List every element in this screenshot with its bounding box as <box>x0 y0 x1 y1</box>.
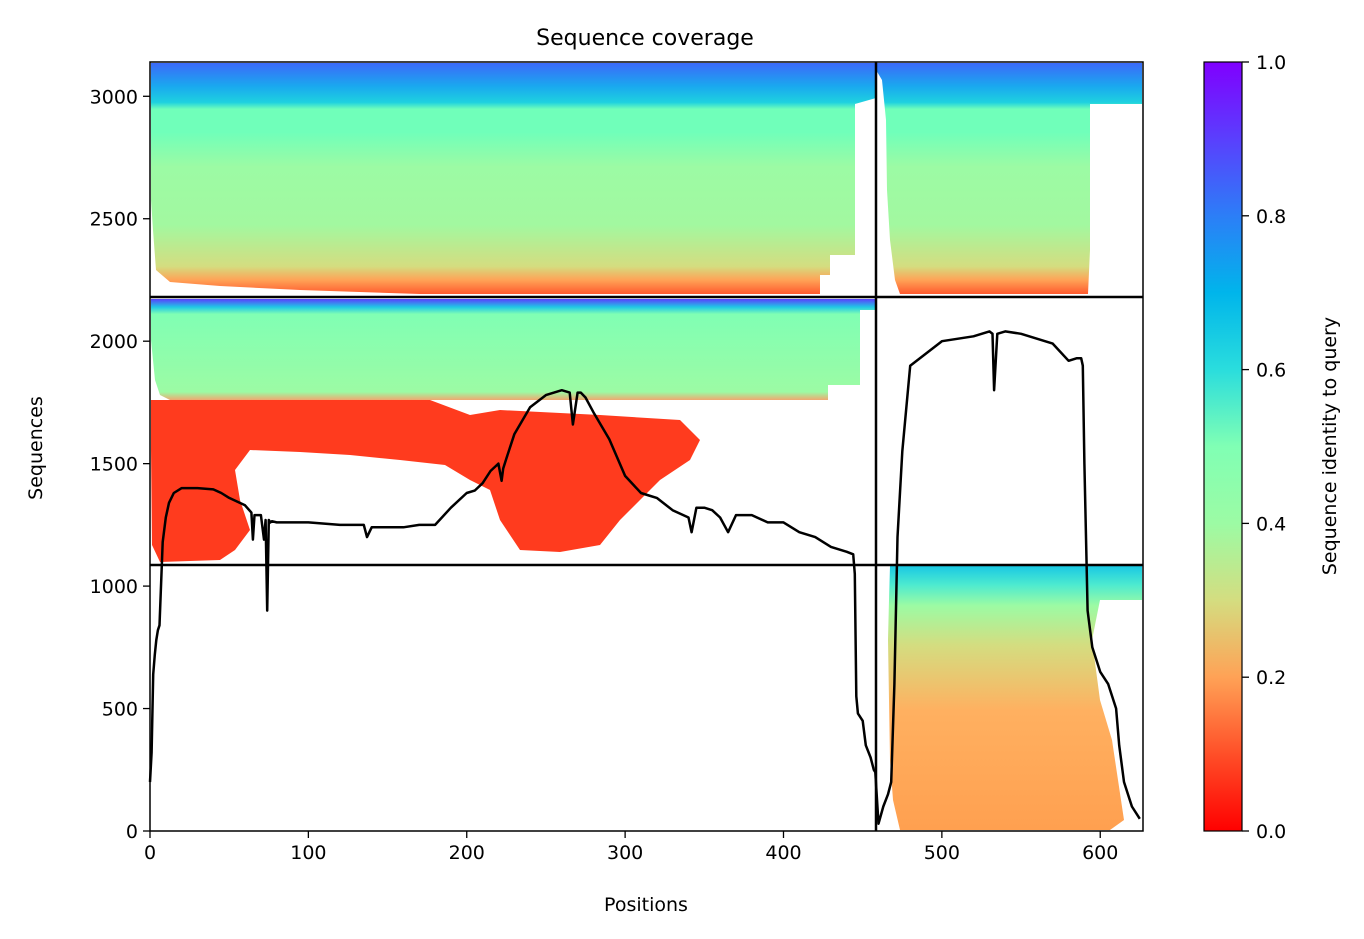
y-axis-label: Sequences <box>25 396 47 500</box>
x-tick-label: 500 <box>924 842 960 864</box>
y-tick-label: 3000 <box>90 86 138 108</box>
colorbar-tick-label: 0.4 <box>1256 513 1286 535</box>
colorbar-tick-label: 0.0 <box>1256 821 1286 843</box>
y-axis-ticks: 0 500 1000 1500 2000 2500 3000 <box>90 86 150 843</box>
colorbar-tick-label: 1.0 <box>1256 52 1286 74</box>
axes-frame <box>149 61 1144 832</box>
colorbar-tick-label: 0.2 <box>1256 667 1286 689</box>
x-tick-label: 0 <box>144 842 156 864</box>
x-tick-label: 300 <box>607 842 643 864</box>
x-tick-label: 200 <box>449 842 485 864</box>
y-tick-label: 1000 <box>90 576 138 598</box>
coverage-block-top-chain-b <box>876 63 1142 294</box>
y-tick-label: 2000 <box>90 331 138 353</box>
colorbar-ticks: 0.0 0.2 0.4 0.6 0.8 1.0 <box>1242 52 1286 843</box>
plot-area <box>148 61 1144 832</box>
colorbar: 0.0 0.2 0.4 0.6 0.8 1.0 Sequence identity to … <box>1203 52 1341 843</box>
x-tick-label: 400 <box>765 842 801 864</box>
chart-title: Sequence coverage <box>536 26 754 51</box>
coverage-block-bottom-chain-b <box>888 566 1142 830</box>
y-tick-label: 0 <box>126 821 138 843</box>
x-axis-ticks: 0 100 200 300 400 500 600 <box>144 831 1118 864</box>
colorbar-gradient <box>1203 61 1243 832</box>
coverage-line <box>148 330 1141 825</box>
x-axis-label: Positions <box>604 894 688 916</box>
coverage-block-mid-teal <box>151 299 876 400</box>
y-tick-label: 2500 <box>90 209 138 231</box>
x-tick-label: 600 <box>1082 842 1118 864</box>
colorbar-tick-label: 0.8 <box>1256 206 1286 228</box>
colorbar-label: Sequence identity to query <box>1319 317 1341 575</box>
y-tick-label: 1500 <box>90 454 138 476</box>
coverage-block-mid-red <box>151 400 700 562</box>
colorbar-tick-label: 0.6 <box>1256 360 1286 382</box>
coverage-block-top-chain-a <box>151 63 876 294</box>
x-tick-label: 100 <box>290 842 326 864</box>
coverage-blocks <box>151 63 1142 830</box>
y-tick-label: 500 <box>102 699 138 721</box>
